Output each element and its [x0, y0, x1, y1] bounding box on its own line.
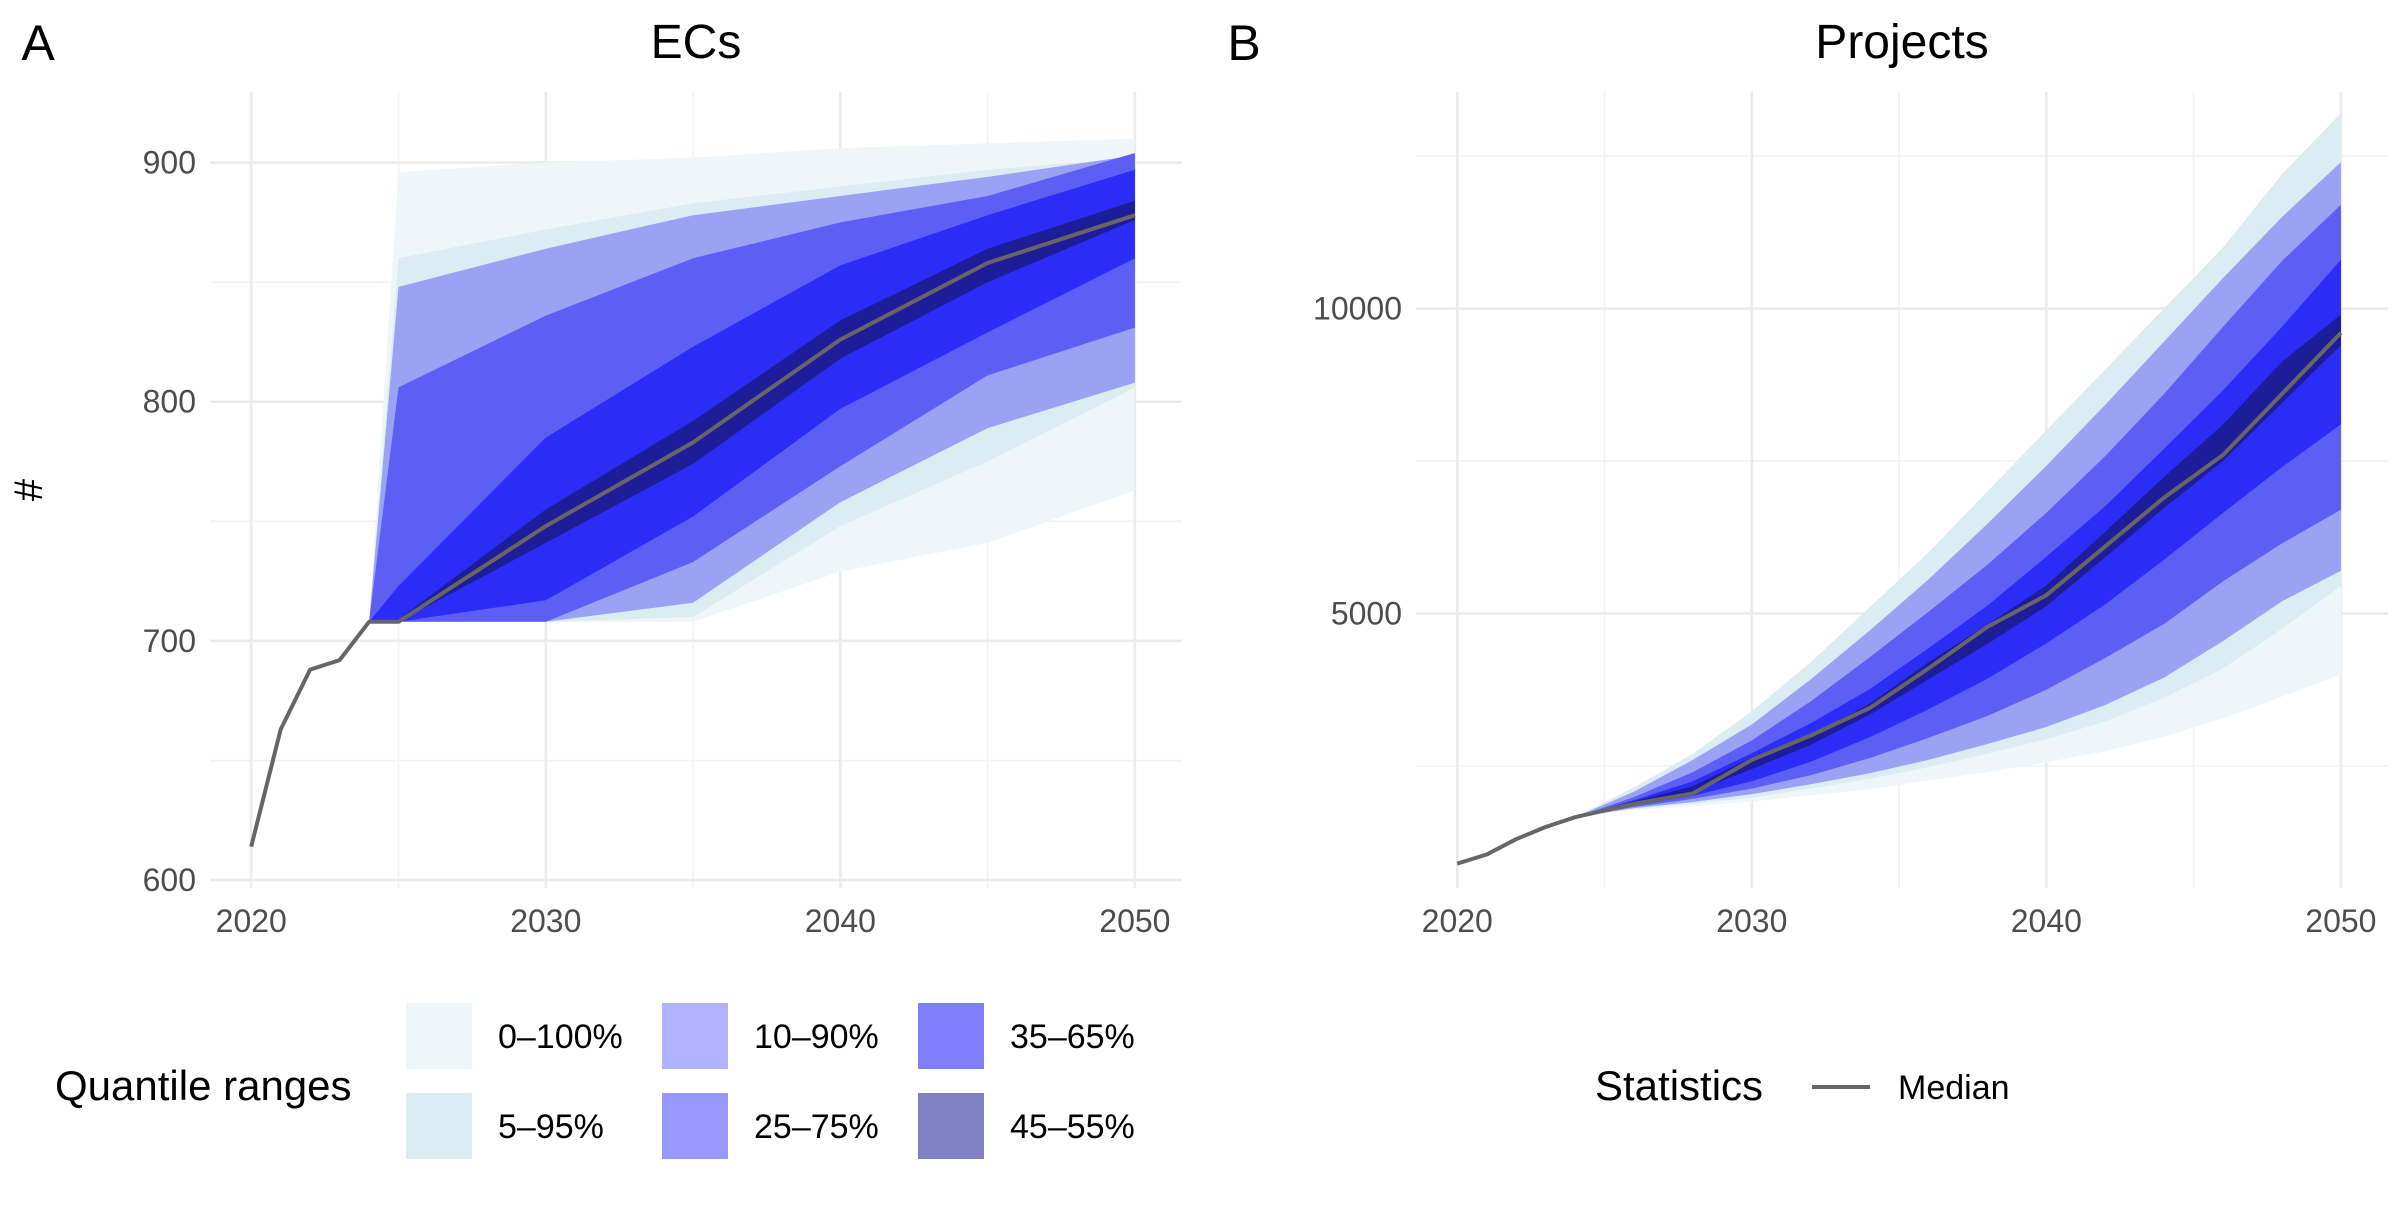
x-tick-label: 2050	[2305, 903, 2376, 939]
legend-key	[662, 1003, 728, 1069]
median-line	[249, 213, 1136, 848]
legend-statistics: Statistics Median	[1595, 1062, 2010, 1109]
legend-label: 45–55%	[1010, 1108, 1135, 1146]
panel-tag: B	[1227, 15, 1260, 71]
y-tick-label: 900	[143, 145, 196, 181]
panel-title: ECs	[651, 16, 742, 69]
legend-label: 0–100%	[498, 1018, 623, 1056]
x-tick-label: 2030	[510, 903, 581, 939]
y-tick-label: 600	[143, 862, 196, 898]
x-tick-label: 2020	[216, 903, 287, 939]
y-axis-label: #	[7, 478, 51, 501]
legend-label: 35–65%	[1010, 1018, 1135, 1056]
panel-tag: A	[21, 15, 55, 71]
y-tick-label: 5000	[1331, 596, 1402, 632]
legend-key	[406, 1003, 472, 1069]
median-line	[1456, 331, 2343, 866]
legend-label: 10–90%	[754, 1018, 879, 1056]
y-tick-label: 800	[143, 384, 196, 420]
legend-label: 5–95%	[498, 1108, 604, 1146]
legend-title: Statistics	[1595, 1062, 1763, 1109]
x-tick-label: 2030	[1716, 903, 1787, 939]
legend-label: Median	[1898, 1069, 2010, 1107]
legend-key	[918, 1093, 984, 1159]
x-tick-label: 2050	[1099, 903, 1170, 939]
band-35-65	[1575, 259, 2341, 818]
legend-key	[662, 1093, 728, 1159]
band-10-90	[1575, 162, 2341, 818]
legend-key	[406, 1093, 472, 1159]
panel-title: Projects	[1815, 16, 1988, 69]
legend-label: 25–75%	[754, 1108, 879, 1146]
y-tick-label: 700	[143, 623, 196, 659]
x-tick-label: 2040	[805, 903, 876, 939]
panel-b: 2020 2030 2040 2050 5000 10000 Projects B	[1227, 15, 2388, 939]
panel-a: 2020 2030 2040 2050 600 700 800 900 ECs A #	[7, 15, 1182, 939]
legend-title: Quantile ranges	[55, 1062, 352, 1109]
x-tick-label: 2020	[1422, 903, 1493, 939]
x-tick-label: 2040	[2011, 903, 2082, 939]
legend-key	[918, 1003, 984, 1069]
y-tick-label: 10000	[1313, 291, 1402, 327]
legend-quantiles: Quantile ranges 0–100% 10–90% 35–65% 5–95% 25…	[55, 1003, 1135, 1159]
